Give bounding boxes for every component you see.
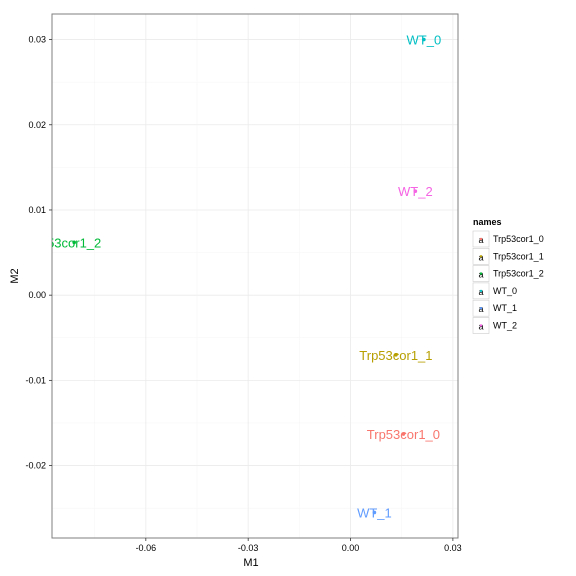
x-tick-label: -0.03 [238,543,259,553]
y-tick-label: -0.01 [25,375,46,385]
legend-label: WT_0 [493,286,517,296]
data-point [372,510,377,515]
point-label: Trp53cor1_0 [367,427,440,442]
data-point [413,189,418,194]
legend-title: names [473,217,502,227]
data-point [394,353,398,357]
y-axis-title: M2 [9,268,21,283]
data-point [422,37,426,42]
point-label: WT_2 [398,184,433,199]
legend-key-point [479,255,483,258]
legend-label: Trp53cor1_2 [493,269,544,279]
y-tick-label: 0.00 [28,290,46,300]
legend-label: Trp53cor1_1 [493,251,544,261]
x-tick-label: 0.00 [342,543,360,553]
y-tick-label: 0.02 [28,120,46,130]
legend-key-point [479,272,483,275]
plot-panel [51,13,459,539]
legend-key-point [479,289,483,293]
data-points: Trp53cor1_0 Trp53cor1_1 53cor1_2 WT_0 WT_1 WT… [47,33,442,521]
point-label: WT_0 [407,33,442,48]
legend-label: Trp53cor1_0 [493,234,544,244]
x-axis-title: M1 [243,557,258,569]
legend-items: aTrp53cor1_0aTrp53cor1_1aTrp53cor1_2aWT_… [472,230,544,334]
y-tick-label: 0.01 [28,205,46,215]
y-tick-label: -0.02 [25,461,46,471]
y-axis: -0.02 -0.01 0.00 0.01 0.02 0.03 [25,35,52,471]
x-tick-label: -0.06 [136,543,157,553]
data-point [72,240,76,245]
y-tick-label: 0.03 [28,35,46,45]
point-label: 53cor1_2 [47,235,101,250]
legend-key-point [479,324,483,327]
grid-major [52,14,458,538]
legend-label: WT_2 [493,321,517,331]
legend: names aTrp53cor1_0aTrp53cor1_1aTrp53cor1… [472,217,544,334]
x-tick-label: 0.03 [444,543,462,553]
data-point [401,432,406,436]
x-axis: -0.06 -0.03 0.00 0.03 [136,538,462,553]
legend-key-point [479,307,483,310]
legend-key-point [479,237,483,241]
legend-label: WT_1 [493,303,517,313]
point-label: Trp53cor1_1 [359,348,432,363]
point-label: WT_1 [357,505,392,520]
grid-minor [52,14,458,538]
